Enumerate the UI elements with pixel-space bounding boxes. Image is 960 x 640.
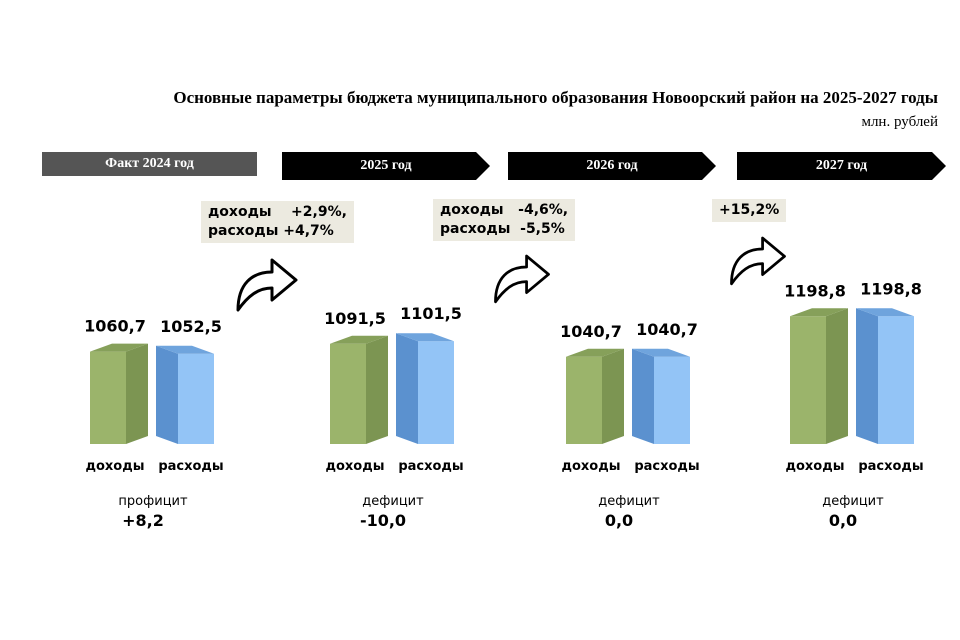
expense-bar-0-top xyxy=(156,345,214,354)
expense-bar-1-top xyxy=(396,333,454,342)
income-bar-0-top xyxy=(90,343,148,352)
income-bar-1-top xyxy=(330,335,388,344)
expense-bar-3 xyxy=(878,316,914,444)
expense-bar-1-category-label: расходы xyxy=(398,459,463,474)
expense-bar-2 xyxy=(654,356,690,444)
curved-arrow-icon xyxy=(730,236,786,286)
income-bar-3-value-label: 1198,8 xyxy=(784,281,846,300)
unit-label: млн. рублей xyxy=(861,114,938,130)
balance-label-2: дефицит xyxy=(598,494,660,509)
curved-arrow-icon xyxy=(494,254,550,304)
income-bar-2-value-label: 1040,7 xyxy=(560,322,622,341)
period-2026: 2026 год xyxy=(508,152,716,180)
expense-bar-1-value-label: 1101,5 xyxy=(400,304,462,323)
income-bar-3 xyxy=(790,316,826,444)
income-bar-2-side xyxy=(602,348,624,444)
expense-bar-1-side xyxy=(396,333,418,444)
expense-bar-0 xyxy=(178,353,214,444)
change-box-2025: доходы +2,9%, расходы +4,7% xyxy=(201,201,354,243)
expense-bar-0-category-label: расходы xyxy=(158,459,223,474)
income-bar-1-value-label: 1091,5 xyxy=(324,309,386,328)
period-2025: 2025 год xyxy=(282,152,490,180)
income-bar-2-top xyxy=(566,348,624,357)
expense-bar-3-side xyxy=(856,308,878,444)
expense-bar-2-top xyxy=(632,348,690,357)
balance-label-3: дефицит xyxy=(822,494,884,509)
income-bar-0-side xyxy=(126,343,148,444)
income-bar-3-side xyxy=(826,308,848,444)
income-bar-1-category-label: доходы xyxy=(325,459,384,474)
balance-value-1: -10,0 xyxy=(360,511,406,530)
expense-bar-3-category-label: расходы xyxy=(858,459,923,474)
income-bar-0 xyxy=(90,351,126,444)
income-bar-0-category-label: доходы xyxy=(85,459,144,474)
expense-bar-1 xyxy=(418,341,454,444)
change-box-2027: +15,2% xyxy=(712,199,787,222)
expense-bar-3-top xyxy=(856,308,914,317)
change-box-2026: доходы -4,6%, расходы -5,5% xyxy=(433,199,576,241)
income-bar-2 xyxy=(566,356,602,444)
balance-value-3: 0,0 xyxy=(829,511,857,530)
income-bar-1 xyxy=(330,343,366,444)
balance-value-0: +8,2 xyxy=(122,511,164,530)
expense-bar-0-value-label: 1052,5 xyxy=(160,317,222,336)
expense-bar-2-category-label: расходы xyxy=(634,459,699,474)
balance-label-0: профицит xyxy=(118,494,188,509)
period-2027: 2027 год xyxy=(737,152,946,180)
income-bar-3-top xyxy=(790,308,848,317)
income-bar-1-side xyxy=(366,335,388,444)
income-bar-3-category-label: доходы xyxy=(785,459,844,474)
balance-value-2: 0,0 xyxy=(605,511,633,530)
page-title: Основные параметры бюджета муниципальног… xyxy=(173,88,938,107)
income-bar-2-category-label: доходы xyxy=(561,459,620,474)
expense-bar-2-side xyxy=(632,348,654,444)
expense-bar-0-side xyxy=(156,345,178,444)
expense-bar-3-value-label: 1198,8 xyxy=(860,279,922,298)
expense-bar-2-value-label: 1040,7 xyxy=(636,320,698,339)
income-bar-0-value-label: 1060,7 xyxy=(84,317,146,336)
curved-arrow-icon xyxy=(236,258,298,312)
period-fact-2024: Факт 2024 год xyxy=(42,152,257,176)
balance-label-1: дефицит xyxy=(362,494,424,509)
